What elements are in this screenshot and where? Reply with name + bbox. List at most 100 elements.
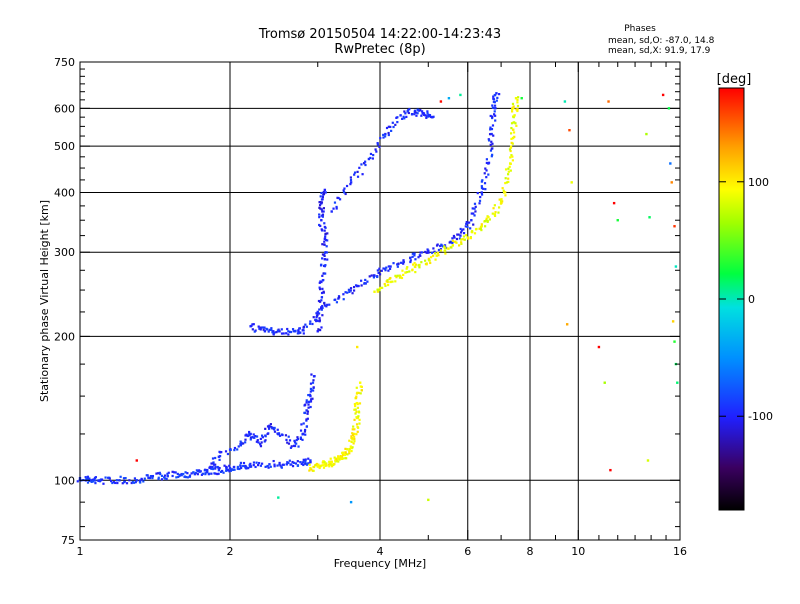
data-point	[318, 223, 321, 227]
data-point	[394, 123, 397, 126]
data-point	[427, 249, 430, 253]
data-point	[280, 332, 284, 335]
data-point	[490, 147, 493, 150]
data-point	[464, 225, 467, 228]
data-point	[437, 248, 441, 252]
data-point	[312, 316, 315, 319]
data-point	[290, 463, 293, 466]
data-point	[483, 220, 487, 223]
data-point	[510, 154, 513, 157]
data-point	[358, 381, 362, 384]
data-point	[319, 328, 322, 332]
data-point	[210, 462, 213, 465]
data-point	[452, 234, 456, 238]
data-point	[286, 441, 289, 444]
data-point	[239, 440, 242, 443]
data-point	[353, 171, 357, 174]
data-point	[488, 218, 491, 221]
data-point	[280, 465, 283, 468]
data-point	[226, 452, 230, 456]
data-point	[330, 465, 334, 468]
data-point	[449, 241, 452, 244]
data-point	[287, 333, 290, 336]
data-point	[494, 119, 497, 122]
data-point	[483, 182, 487, 185]
data-point	[424, 250, 427, 254]
colorbar-tick-label: -100	[748, 410, 773, 423]
data-point	[491, 124, 495, 127]
data-point	[338, 458, 341, 461]
data-point	[509, 162, 512, 165]
data-point	[462, 231, 466, 235]
data-point	[301, 432, 305, 436]
data-point	[268, 463, 271, 466]
data-point	[507, 177, 510, 180]
data-point	[498, 198, 501, 201]
data-point	[354, 284, 358, 287]
data-point	[511, 155, 514, 158]
data-point	[485, 158, 488, 161]
data-point	[323, 461, 326, 464]
data-point	[512, 115, 515, 118]
data-point	[491, 142, 494, 145]
data-point	[99, 478, 103, 481]
data-point	[498, 93, 501, 96]
data-point	[480, 223, 483, 226]
data-point	[344, 192, 347, 196]
data-point	[361, 173, 364, 176]
data-point	[355, 410, 358, 413]
data-point	[476, 191, 479, 195]
data-point	[333, 456, 336, 459]
data-point	[116, 481, 119, 485]
data-point	[305, 325, 308, 328]
data-point	[404, 271, 407, 274]
data-point	[255, 461, 258, 464]
data-point	[318, 204, 322, 207]
chart-subtitle: RwPretec (8p)	[334, 42, 425, 57]
data-point	[508, 165, 511, 168]
data-point	[387, 125, 390, 128]
data-point	[124, 476, 127, 480]
data-point	[341, 455, 344, 459]
data-point	[248, 430, 251, 434]
data-point	[356, 430, 359, 433]
data-point	[349, 183, 352, 186]
data-point	[347, 288, 351, 291]
data-point	[282, 332, 285, 335]
data-point	[514, 122, 517, 125]
data-point	[324, 272, 327, 275]
data-point	[425, 251, 429, 254]
x-tick-label: 2	[227, 545, 234, 558]
data-point	[431, 115, 434, 119]
data-point	[115, 479, 118, 482]
data-point	[240, 442, 243, 445]
data-point	[376, 143, 379, 146]
data-point	[486, 220, 489, 223]
data-point	[348, 452, 351, 455]
data-point	[473, 214, 476, 217]
data-point	[319, 300, 322, 303]
data-point	[323, 243, 326, 246]
data-point	[374, 148, 377, 151]
data-point	[85, 477, 88, 481]
data-point	[511, 102, 515, 106]
data-point	[416, 108, 419, 111]
data-point	[364, 163, 367, 167]
data-point	[480, 228, 483, 232]
data-point	[272, 333, 275, 336]
data-point	[193, 472, 197, 476]
data-point	[277, 432, 281, 435]
data-point	[346, 448, 349, 451]
data-point	[332, 207, 335, 210]
data-point	[414, 270, 417, 274]
data-point	[316, 330, 319, 333]
data-point	[318, 201, 321, 204]
data-point	[245, 434, 249, 437]
data-point	[289, 446, 293, 449]
data-point	[248, 432, 251, 435]
data-point	[563, 100, 567, 103]
data-point	[421, 110, 424, 113]
data-point	[184, 471, 187, 474]
data-point	[309, 461, 312, 464]
data-point	[480, 191, 483, 194]
